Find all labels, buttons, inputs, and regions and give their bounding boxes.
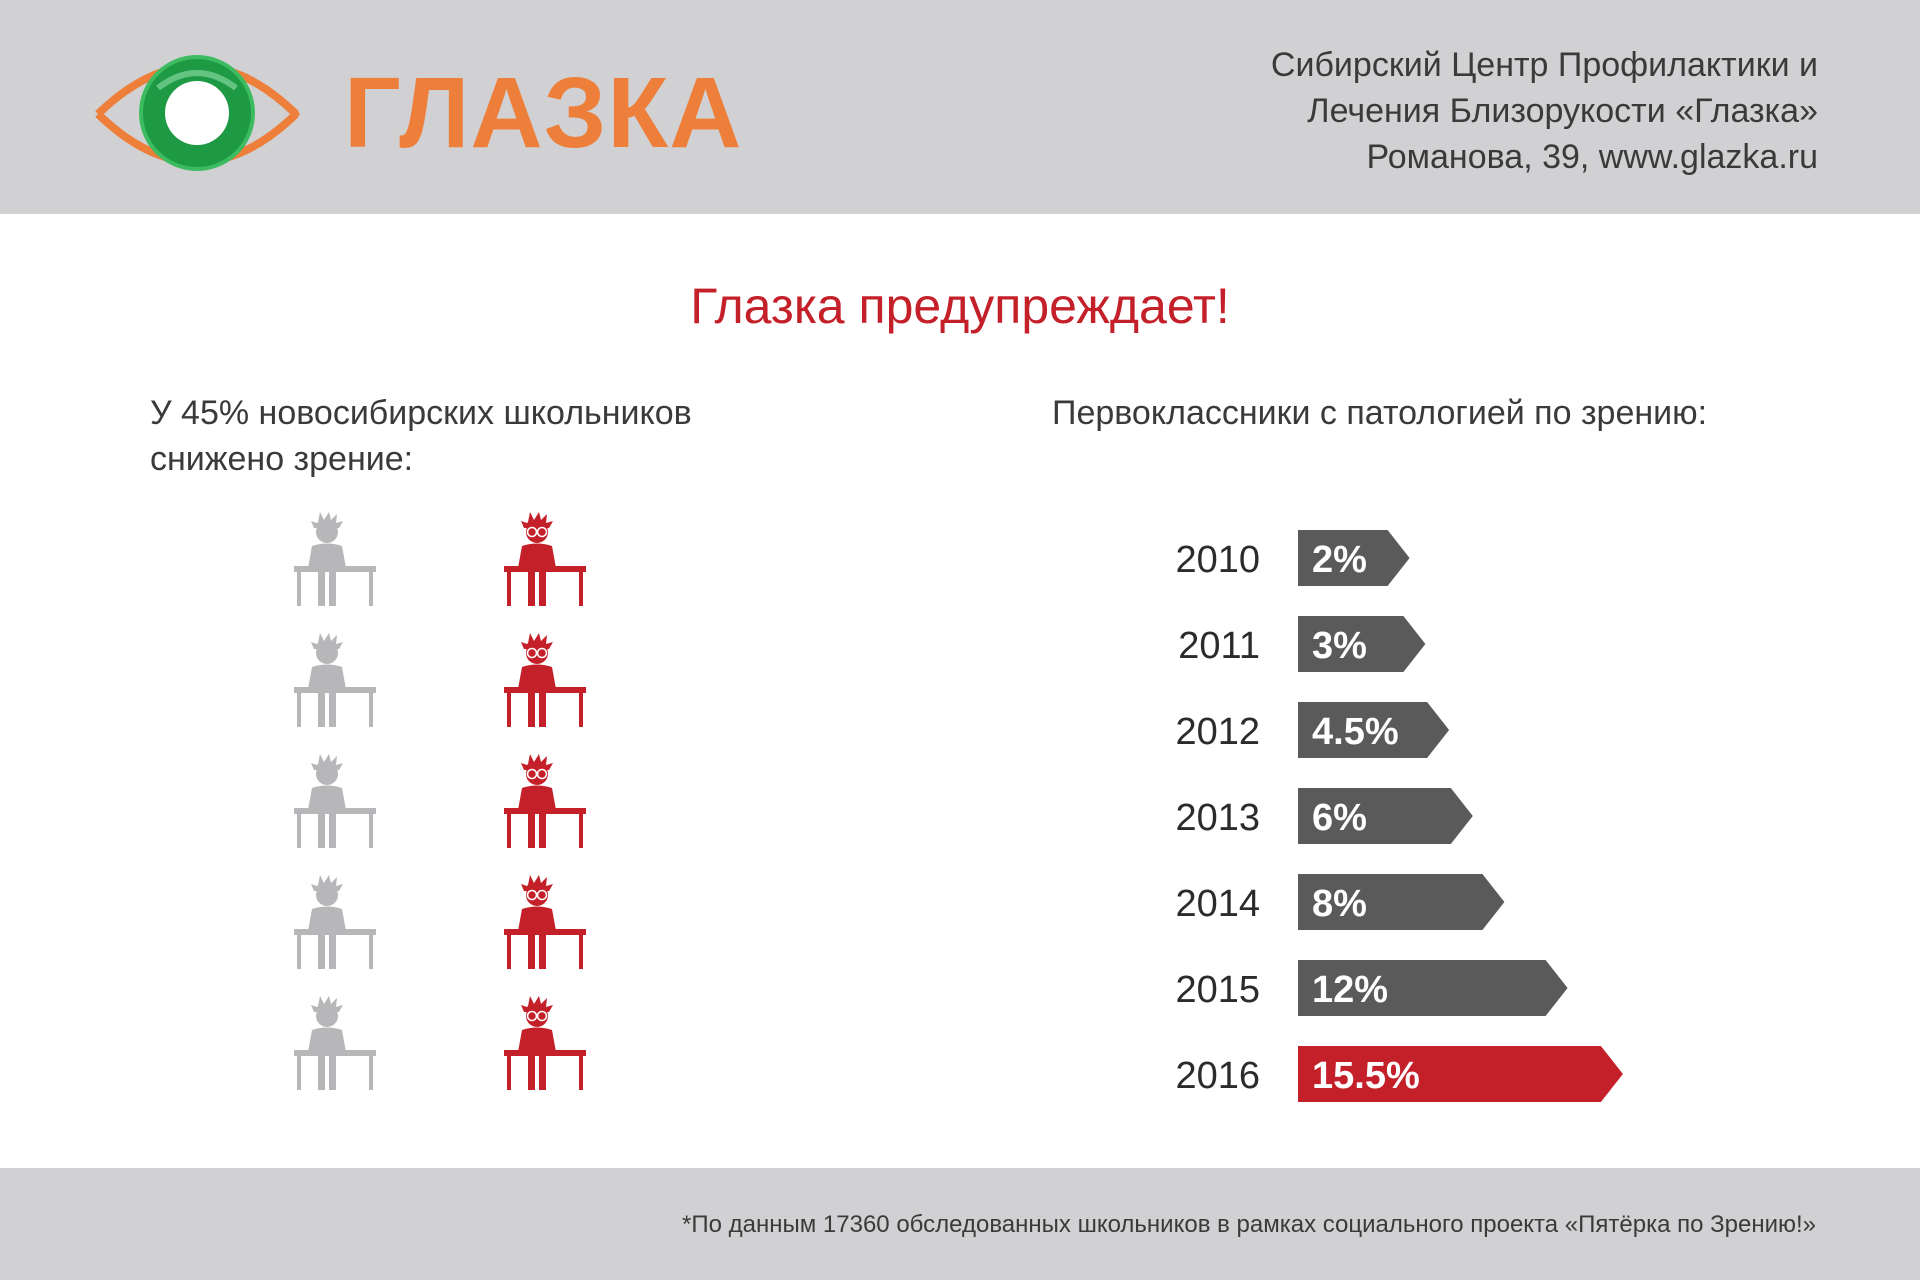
org-address: Романова, 39, www.glazka.ru — [1366, 138, 1818, 176]
student-glasses-icon — [504, 512, 586, 606]
value-label: 12% — [1312, 969, 1388, 1011]
student-glasses-icon — [504, 633, 586, 727]
value-label: 8% — [1312, 883, 1367, 925]
year-label: 2012 — [1175, 711, 1260, 753]
header-band: ГЛАЗКА Сибирский Центр Профилактики и Ле… — [0, 0, 1920, 214]
student-glasses-icon — [504, 996, 586, 1090]
first-graders-caption: Первоклассники с патологией по зрению: — [1052, 394, 1708, 432]
caption-line1: У 45% новосибирских школьников — [150, 394, 692, 432]
year-label: 2013 — [1175, 797, 1260, 839]
student-normal-icon — [294, 875, 376, 969]
year-label: 2011 — [1178, 625, 1260, 667]
footnote: *По данным 17360 обследованных школьнико… — [682, 1211, 1816, 1238]
year-label: 2015 — [1175, 969, 1260, 1011]
student-normal-icon — [294, 754, 376, 848]
student-glasses-icon — [504, 754, 586, 848]
student-normal-icon — [294, 512, 376, 606]
bar-2015 — [1298, 960, 1568, 1016]
schoolchildren-caption: У 45% новосибирских школьников снижено з… — [150, 390, 692, 482]
vision-pathology-bar-chart: 2010 2% 2011 3% 2012 4.5% 2013 6% 2014 8% 2015 12% 2… — [1175, 530, 1623, 1102]
student-glasses-icon — [504, 875, 586, 969]
bar-2013 — [1298, 788, 1473, 844]
bar-2014 — [1298, 874, 1505, 930]
value-label: 15.5% — [1312, 1055, 1420, 1097]
year-label: 2016 — [1175, 1055, 1260, 1097]
footer-band: *По данным 17360 обследованных школьнико… — [0, 1168, 1920, 1280]
value-label: 3% — [1312, 625, 1367, 667]
bar-2011 — [1298, 616, 1426, 672]
value-label: 6% — [1312, 797, 1367, 839]
student-normal-icon — [294, 633, 376, 727]
eye-logo-icon — [95, 55, 301, 171]
year-label: 2010 — [1175, 539, 1260, 581]
organization-info: Сибирский Центр Профилактики и Лечения Б… — [1271, 42, 1818, 180]
student-normal-icon — [294, 996, 376, 1090]
value-label: 4.5% — [1312, 711, 1399, 753]
student-pictogram — [294, 512, 586, 1090]
value-label: 2% — [1312, 539, 1367, 581]
org-name-line1: Сибирский Центр Профилактики и — [1270, 46, 1818, 84]
year-label: 2014 — [1175, 883, 1260, 925]
bar-2012 — [1298, 702, 1450, 758]
bar-2016 — [1298, 1046, 1623, 1102]
caption-line2: снижено зрение: — [150, 440, 414, 478]
bar-2010 — [1298, 530, 1410, 586]
logo-text: ГЛАЗКА — [344, 57, 743, 169]
main-title: Глазка предупреждает! — [690, 278, 1230, 334]
org-name-line2: Лечения Близорукости «Глазка» — [1307, 92, 1818, 130]
